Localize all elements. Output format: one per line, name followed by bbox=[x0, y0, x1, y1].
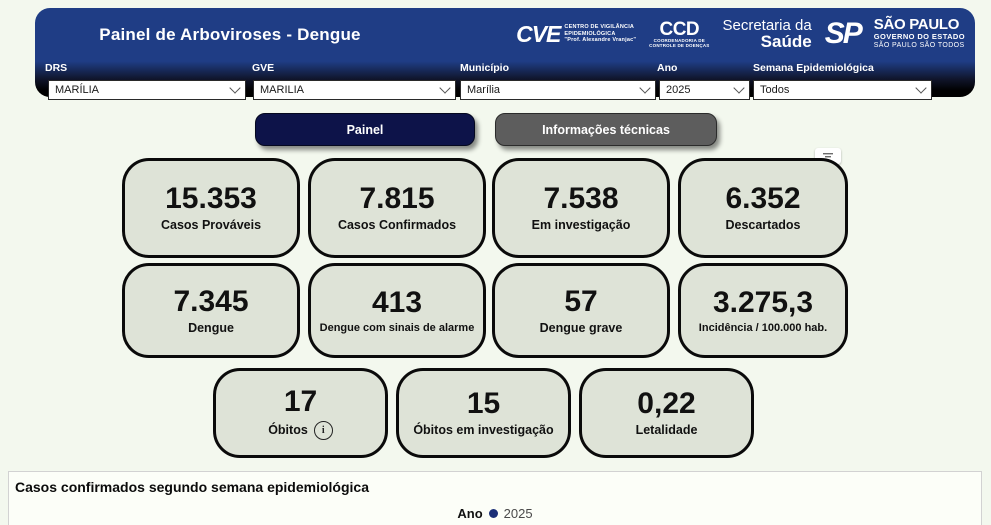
governo-sp-logo: SÃO PAULO GOVERNO DO ESTADO SÃO PAULO SÃ… bbox=[873, 16, 965, 50]
governo-line2: GOVERNO DO ESTADO bbox=[873, 32, 965, 41]
ccd-caption-line2: CONTROLE DE DOENÇAS bbox=[649, 42, 710, 48]
tab-informacoes-tecnicas[interactable]: Informações técnicas bbox=[495, 113, 717, 146]
ano-dropdown[interactable]: 2025 bbox=[659, 80, 750, 100]
kpi-value: 7.815 bbox=[359, 182, 435, 215]
legend-dot-icon bbox=[488, 509, 498, 518]
kpi-label: Incidência / 100.000 hab. bbox=[698, 321, 828, 334]
legend-label: Ano bbox=[457, 506, 483, 521]
kpi-label: Óbitos em investigação bbox=[413, 423, 554, 437]
kpi-card-letalidade: 0,22 Letalidade bbox=[579, 368, 754, 458]
sp-logo: SP bbox=[824, 17, 863, 50]
chart-panel: Casos confirmados segundo semana epidemi… bbox=[8, 471, 982, 525]
filter-label-municipio: Município bbox=[460, 62, 509, 74]
kpi-card-casos-provaveis: 15.353 Casos Prováveis bbox=[122, 158, 300, 258]
cve-logo: CVE CENTRO DE VIGILÂNCIA EPIDEMIOLÓGICA … bbox=[516, 21, 636, 48]
gve-dropdown[interactable]: MARILIA bbox=[253, 80, 456, 100]
cve-acronym: CVE bbox=[516, 20, 561, 47]
chevron-down-icon bbox=[639, 82, 651, 94]
drs-dropdown[interactable]: MARÍLIA bbox=[48, 80, 246, 100]
tab-painel[interactable]: Painel bbox=[255, 113, 475, 146]
cve-caption: CENTRO DE VIGILÂNCIA EPIDEMIOLÓGICA "Pro… bbox=[564, 24, 636, 44]
kpi-value: 6.352 bbox=[725, 182, 801, 215]
kpi-label: Óbitos bbox=[268, 423, 308, 437]
municipio-dropdown-value: Marília bbox=[467, 84, 501, 96]
governo-line1: SÃO PAULO bbox=[873, 16, 960, 33]
cve-caption-line1: CENTRO DE VIGILÂNCIA bbox=[564, 24, 635, 31]
kpi-card-dengue-sinais-alarme: 413 Dengue com sinais de alarme bbox=[308, 263, 486, 358]
kpi-value: 7.538 bbox=[543, 182, 619, 215]
chevron-down-icon bbox=[439, 82, 451, 94]
cve-caption-line2: EPIDEMIOLÓGICA bbox=[564, 30, 616, 37]
ccd-logo: CCD COORDENADORIA DE CONTROLE DE DOENÇAS bbox=[649, 18, 709, 48]
kpi-label: Em investigação bbox=[531, 218, 631, 232]
filter-label-gve: GVE bbox=[252, 62, 275, 74]
kpi-value: 7.345 bbox=[173, 284, 249, 318]
kpi-label: Dengue com sinais de alarme bbox=[319, 321, 475, 334]
ccd-caption-line1: COORDENADORIA DE bbox=[653, 37, 705, 43]
kpi-value: 413 bbox=[371, 285, 423, 319]
governo-line3: SÃO PAULO SÃO TODOS bbox=[873, 42, 965, 49]
kpi-card-em-investigacao: 7.538 Em investigação bbox=[492, 158, 670, 258]
semana-dropdown[interactable]: Todos bbox=[753, 80, 932, 100]
chevron-down-icon bbox=[229, 82, 241, 94]
kpi-label-row: Óbitos i bbox=[268, 420, 333, 440]
secretaria-saude-logo: Secretaria da Saúde bbox=[722, 17, 812, 51]
kpi-card-dengue-grave: 57 Dengue grave bbox=[492, 263, 670, 358]
kpi-card-incidencia: 3.275,3 Incidência / 100.000 hab. bbox=[678, 263, 848, 358]
kpi-value: 0,22 bbox=[637, 387, 696, 420]
filter-label-semana: Semana Epidemiológica bbox=[753, 62, 874, 74]
kpi-card-dengue: 7.345 Dengue bbox=[122, 263, 300, 358]
kpi-label: Dengue grave bbox=[539, 320, 623, 335]
filter-label-ano: Ano bbox=[657, 62, 678, 74]
semana-dropdown-value: Todos bbox=[760, 84, 790, 96]
kpi-label: Casos Prováveis bbox=[160, 218, 262, 232]
kpi-value: 3.275,3 bbox=[712, 285, 814, 319]
chart-legend: Ano 2025 bbox=[9, 506, 981, 521]
municipio-dropdown[interactable]: Marília bbox=[460, 80, 656, 100]
gve-dropdown-value: MARILIA bbox=[260, 84, 305, 96]
cve-caption-line3: "Prof. Alexandre Vranjac" bbox=[564, 37, 637, 44]
kpi-value: 57 bbox=[564, 284, 598, 318]
kpi-label: Casos Confirmados bbox=[337, 218, 457, 232]
secretaria-line2: Saúde bbox=[760, 32, 812, 51]
kpi-value: 15.353 bbox=[165, 182, 257, 215]
kpi-card-obitos: 17 Óbitos i bbox=[213, 368, 388, 458]
kpi-value: 17 bbox=[283, 384, 318, 418]
kpi-label: Dengue bbox=[188, 320, 234, 335]
ccd-acronym: CCD bbox=[659, 18, 700, 40]
ccd-caption: COORDENADORIA DE CONTROLE DE DOENÇAS bbox=[649, 38, 709, 48]
page-title: Painel de Arboviroses - Dengue bbox=[99, 25, 361, 44]
logo-strip: CVE CENTRO DE VIGILÂNCIA EPIDEMIOLÓGICA … bbox=[516, 17, 965, 51]
kpi-label: Letalidade bbox=[635, 423, 698, 437]
drs-dropdown-value: MARÍLIA bbox=[55, 84, 100, 96]
secretaria-line1: Secretaria da bbox=[722, 17, 812, 34]
kpi-card-casos-confirmados: 7.815 Casos Confirmados bbox=[308, 158, 486, 258]
ano-dropdown-value: 2025 bbox=[666, 84, 691, 96]
kpi-value: 15 bbox=[466, 387, 501, 420]
legend-value: 2025 bbox=[503, 506, 533, 521]
filter-label-drs: DRS bbox=[45, 62, 68, 74]
header-banner: Painel de Arboviroses - Dengue CVE CENTR… bbox=[35, 8, 975, 100]
chevron-down-icon bbox=[915, 82, 927, 94]
chart-title: Casos confirmados segundo semana epidemi… bbox=[15, 479, 369, 495]
info-icon[interactable]: i bbox=[313, 420, 333, 440]
kpi-card-obitos-investigacao: 15 Óbitos em investigação bbox=[396, 368, 571, 458]
chevron-down-icon bbox=[733, 82, 745, 94]
kpi-card-descartados: 6.352 Descartados bbox=[678, 158, 848, 258]
kpi-label: Descartados bbox=[725, 218, 801, 232]
